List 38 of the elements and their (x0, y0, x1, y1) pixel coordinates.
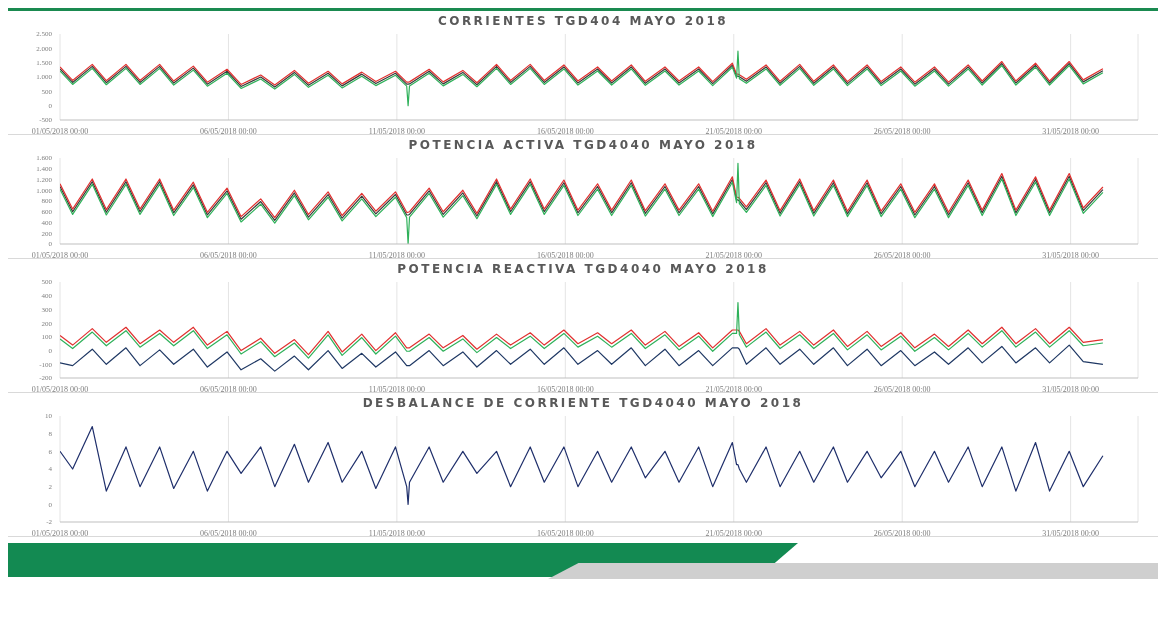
line-series (60, 50, 1104, 107)
x-tick-label: 11/05/2018 00:00 (368, 250, 426, 260)
x-tick-label: 31/05/2018 00:00 (1042, 250, 1099, 260)
x-tick-label: 21/05/2018 00:00 (705, 528, 763, 538)
chart-title: CORRIENTES TGD404 MAYO 2018 (436, 14, 730, 28)
x-tick-label: 16/05/2018 00:00 (536, 250, 594, 260)
x-tick-label: 01/05/2018 00:00 (31, 528, 89, 538)
x-tick-label: 16/05/2018 00:00 (536, 528, 594, 538)
x-tick-label: 21/05/2018 00:00 (705, 126, 763, 136)
x-tick-label: 11/05/2018 00:00 (368, 528, 426, 538)
x-tick-label: 26/05/2018 00:00 (873, 528, 931, 538)
x-tick-label: 26/05/2018 00:00 (873, 126, 931, 136)
x-tick-label: 31/05/2018 00:00 (1042, 384, 1099, 394)
x-tick-label: 01/05/2018 00:00 (31, 126, 89, 136)
chart-title: POTENCIA REACTIVA TGD4040 MAYO 2018 (396, 262, 770, 276)
x-tick-label: 06/05/2018 00:00 (200, 126, 257, 136)
x-tick-label: 01/05/2018 00:00 (31, 250, 89, 260)
x-tick-label: 16/05/2018 00:00 (536, 384, 594, 394)
x-tick-label: 21/05/2018 00:00 (705, 384, 763, 394)
x-tick-label: 16/05/2018 00:00 (536, 126, 594, 136)
x-tick-label: 31/05/2018 00:00 (1042, 528, 1099, 538)
x-tick-label: 06/05/2018 00:00 (200, 528, 257, 538)
x-tick-label: 26/05/2018 00:00 (873, 384, 931, 394)
x-tick-label: 11/05/2018 00:00 (368, 384, 426, 394)
x-tick-label: 06/05/2018 00:00 (200, 384, 257, 394)
chart-title: DESBALANCE DE CORRIENTE TGD4040 MAYO 2018 (361, 396, 805, 410)
x-tick-label: 21/05/2018 00:00 (705, 250, 763, 260)
line-series (60, 326, 1104, 356)
x-tick-label: 11/05/2018 00:00 (368, 126, 426, 136)
x-tick-label: 01/05/2018 00:00 (31, 384, 89, 394)
line-series (60, 344, 1104, 372)
line-series (60, 162, 1104, 244)
line-series (60, 301, 1104, 359)
chart-title: POTENCIA ACTIVA TGD4040 MAYO 2018 (407, 138, 759, 152)
x-tick-label: 31/05/2018 00:00 (1042, 126, 1099, 136)
line-series (60, 426, 1104, 505)
x-tick-label: 26/05/2018 00:00 (873, 250, 931, 260)
x-tick-label: 06/05/2018 00:00 (200, 250, 257, 260)
